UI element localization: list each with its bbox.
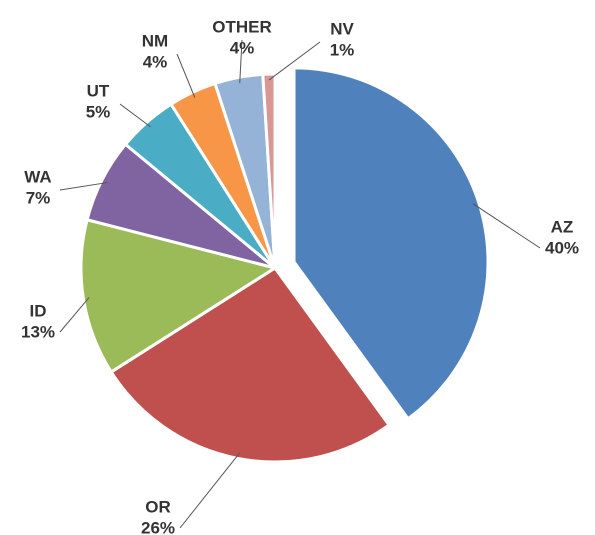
value-label: 13% — [21, 322, 55, 341]
value-label: 1% — [330, 40, 355, 59]
category-label: NM — [142, 31, 168, 50]
value-label: 5% — [86, 102, 111, 121]
category-label: UT — [87, 81, 110, 100]
pie-slice — [292, 66, 490, 421]
value-label: 4% — [230, 38, 255, 57]
leader-line — [268, 41, 321, 81]
leader-line — [59, 297, 90, 333]
pie-slice — [79, 217, 279, 375]
value-label: 26% — [141, 518, 175, 535]
category-label: AZ — [551, 217, 574, 236]
leader-line — [239, 39, 243, 84]
category-label: OR — [145, 497, 171, 516]
value-label: 7% — [26, 188, 51, 207]
pie-slice — [109, 265, 392, 464]
pie-slice — [261, 72, 277, 269]
leader-line — [472, 203, 541, 249]
category-label: ID — [30, 301, 47, 320]
leader-line — [179, 452, 241, 529]
value-label: 40% — [545, 238, 579, 257]
leader-line — [119, 103, 151, 128]
leader-line — [59, 182, 108, 191]
value-label: 4% — [143, 52, 168, 71]
category-label: NV — [330, 19, 354, 38]
category-label: WA — [24, 167, 51, 186]
category-label: OTHER — [212, 17, 272, 36]
leader-line — [176, 53, 196, 98]
